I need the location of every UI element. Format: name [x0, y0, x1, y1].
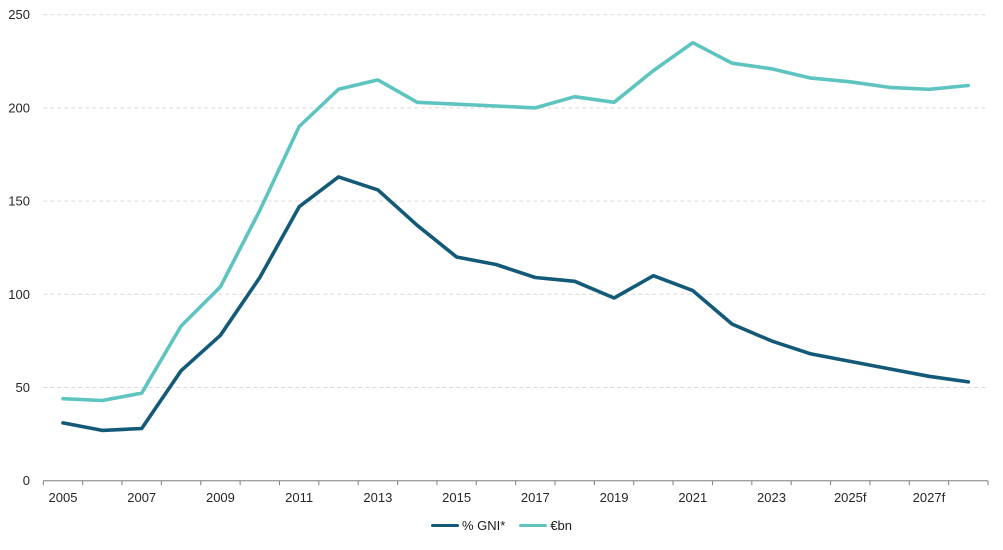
x-tick-label-2017: 2017 — [521, 490, 550, 505]
x-tick-label-2005: 2005 — [49, 490, 78, 505]
ebn-legend-label: €bn — [550, 518, 573, 533]
y-tick-label-50: 50 — [16, 380, 30, 395]
x-tick-label-2011: 2011 — [285, 490, 313, 505]
gni-series-line — [61, 175, 971, 433]
x-tick-label-2007: 2007 — [127, 490, 156, 505]
x-tick-label-2027f: 2027f — [913, 490, 946, 505]
x-tick-label-2023: 2023 — [757, 490, 786, 505]
x-tick-label-2021: 2021 — [678, 490, 707, 505]
chart-legend: % GNI* €bn — [0, 518, 1003, 533]
x-tick-label-2013: 2013 — [363, 490, 392, 505]
x-tick-label-2019: 2019 — [600, 490, 629, 505]
y-tick-label-200: 200 — [8, 100, 30, 115]
y-tick-label-100: 100 — [8, 287, 30, 302]
legend-item-ebn: €bn — [519, 518, 572, 533]
y-tick-label-150: 150 — [8, 194, 30, 209]
gni-line-swatch — [430, 523, 459, 528]
y-tick-label-250: 250 — [8, 7, 30, 22]
legend-item-gni: % GNI* — [430, 518, 506, 533]
x-tick-label-2009: 2009 — [206, 490, 235, 505]
ebn-line-swatch — [519, 523, 548, 528]
y-tick-label-0: 0 — [23, 473, 30, 488]
gni-legend-label: % GNI* — [461, 518, 506, 533]
x-tick-label-2025f: 2025f — [834, 490, 867, 505]
x-tick-label-2015: 2015 — [442, 490, 471, 505]
ebn-series-line — [61, 40, 971, 403]
